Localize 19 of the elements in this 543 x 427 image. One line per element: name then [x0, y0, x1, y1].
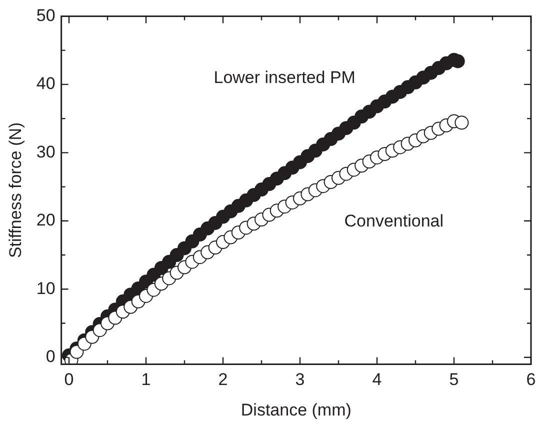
x-tick-label: 4	[372, 370, 382, 390]
y-tick-label: 20	[36, 210, 56, 230]
series-label: Conventional	[344, 211, 444, 230]
x-axis-title: Distance (mm)	[240, 400, 352, 420]
x-tick-label: 1	[141, 370, 151, 390]
x-tick-label: 5	[449, 370, 459, 390]
y-tick-label: 10	[36, 278, 56, 298]
y-axis-title: Stiffness force (N)	[6, 122, 25, 258]
y-tick-label: 40	[36, 74, 56, 94]
point	[70, 344, 84, 359]
point	[454, 116, 469, 130]
x-tick-label: 6	[526, 370, 536, 390]
series-label: Lower inserted PM	[214, 68, 356, 87]
x-tick-label: 0	[64, 370, 74, 390]
y-tick-label: 0	[46, 347, 56, 366]
y-tick-label: 50	[36, 6, 56, 25]
y-tick-label: 30	[36, 142, 56, 162]
x-tick-label: 2	[218, 370, 228, 390]
x-tick-label: 3	[295, 370, 305, 390]
